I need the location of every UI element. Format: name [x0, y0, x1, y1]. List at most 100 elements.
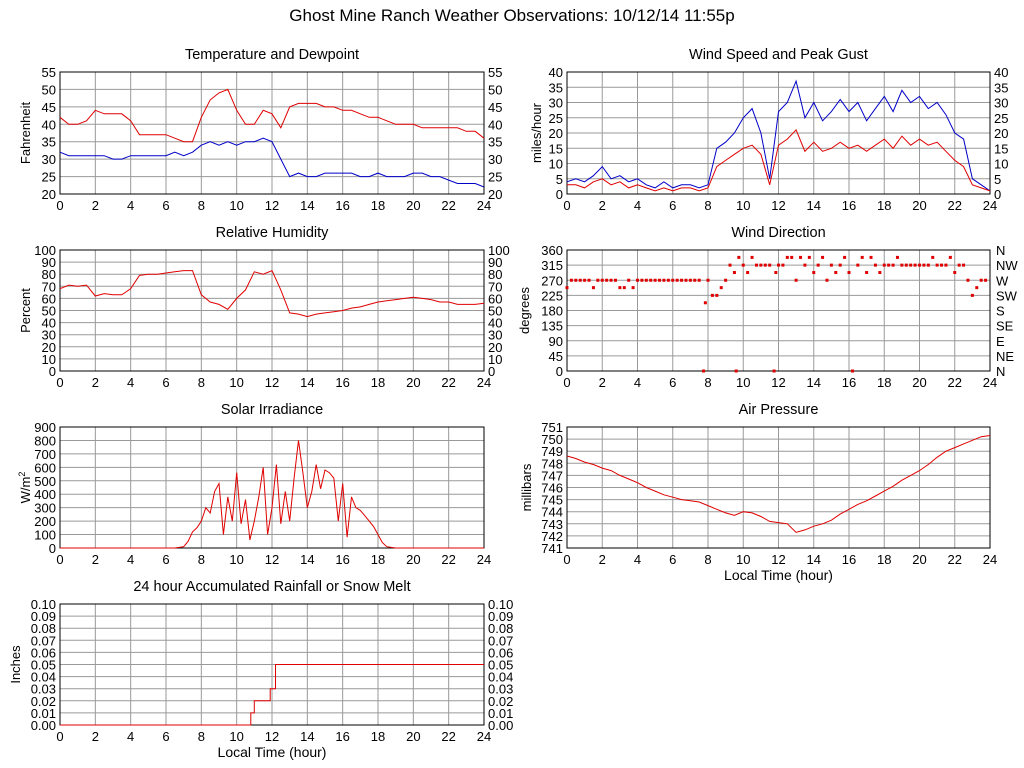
x-tick-label: 22: [948, 552, 962, 567]
right-y-tick-label: 40: [488, 117, 502, 132]
x-tick-label: 14: [300, 552, 314, 567]
x-tick-label: 14: [807, 552, 821, 567]
data-point: [869, 255, 873, 259]
y-tick-label: 0.02: [31, 694, 56, 709]
chart-winddir: 0 2 4 6 8 10 12 14 16 18 20 22 240459013518022527031…: [517, 225, 1018, 390]
x-tick-label: 0: [563, 552, 570, 567]
x-tick-label: 12: [265, 729, 279, 744]
x-tick-label: 18: [371, 552, 385, 567]
data-point: [684, 278, 688, 282]
data-point: [710, 293, 714, 297]
chart-wind: 0 2 4 6 8 10 12 14 16 18 20 22 240510152025303540051…: [529, 47, 1008, 213]
chart-solar: 0 2 4 6 8 10 12 14 16 18 20 22 240100200300400500600…: [17, 402, 491, 567]
data-point: [662, 278, 666, 282]
data-point: [812, 271, 816, 275]
x-tick-label: 16: [335, 552, 349, 567]
x-tick-label: 22: [948, 198, 962, 213]
y-tick-label: 746: [541, 481, 563, 496]
x-tick-label: 6: [669, 552, 676, 567]
data-point: [596, 278, 600, 282]
y-tick-label: 100: [34, 243, 56, 258]
right-y-tick-label: 40: [488, 316, 502, 331]
data-point: [688, 278, 692, 282]
y-tick-label: 744: [541, 505, 563, 520]
x-tick-label: 18: [877, 375, 891, 390]
data-point: [975, 286, 979, 290]
y-tick-label: 20: [42, 340, 56, 355]
x-tick-label: 4: [127, 729, 134, 744]
data-point: [913, 263, 917, 267]
right-y-tick-label: 45: [488, 100, 502, 115]
y-tick-label: 10: [549, 157, 563, 172]
y-tick-label: 360: [541, 243, 563, 258]
data-point: [803, 263, 807, 267]
y-tick-label: 0.05: [31, 658, 56, 673]
data-point: [591, 286, 595, 290]
x-tick-label: 18: [877, 552, 891, 567]
x-tick-label: 22: [441, 729, 455, 744]
x-tick-label: 12: [771, 375, 785, 390]
data-point: [605, 278, 609, 282]
data-point: [658, 278, 662, 282]
series-line-red: [60, 440, 484, 549]
x-tick-label: 24: [983, 552, 997, 567]
chart-title: Wind Direction: [731, 225, 825, 241]
y-tick-label: 0.00: [31, 718, 56, 733]
y-axis-label: degrees: [517, 287, 532, 334]
data-point: [768, 263, 772, 267]
data-point: [979, 278, 983, 282]
x-tick-label: 2: [92, 729, 99, 744]
y-tick-label: 741: [541, 541, 563, 556]
x-axis-label: Local Time (hour): [724, 567, 833, 583]
y-tick-label: 748: [541, 456, 563, 471]
data-point: [649, 278, 653, 282]
x-tick-label: 14: [807, 198, 821, 213]
data-point: [851, 369, 855, 373]
right-y-tick-label: 0.10: [488, 597, 513, 612]
chart-humidity: 0 2 4 6 8 10 12 14 16 18 20 22 240102030405060708090…: [18, 225, 510, 390]
y-tick-label: 45: [549, 349, 563, 364]
y-tick-label: 300: [34, 501, 56, 516]
x-axis-label: Local Time (hour): [218, 744, 327, 760]
right-y-tick-label: 0.06: [488, 645, 513, 660]
y-tick-label: 0.09: [31, 609, 56, 624]
data-point: [715, 293, 719, 297]
right-y-tick-label: 60: [488, 291, 502, 306]
compass-label: NE: [996, 349, 1014, 364]
x-tick-label: 24: [477, 198, 491, 213]
plot-frame: [566, 426, 991, 549]
data-point: [627, 278, 631, 282]
data-point: [719, 286, 723, 290]
x-tick-label: 12: [771, 198, 785, 213]
x-tick-label: 2: [599, 198, 606, 213]
right-y-tick-label: 25: [994, 111, 1008, 126]
series-line-red: [59, 269, 485, 318]
data-point: [984, 278, 988, 282]
x-tick-label: 10: [229, 729, 243, 744]
x-tick-label: 4: [634, 198, 641, 213]
right-y-tick-label: 0.09: [488, 609, 513, 624]
data-point: [904, 263, 908, 267]
compass-label: SW: [996, 288, 1018, 303]
data-point: [940, 263, 944, 267]
data-point: [966, 278, 970, 282]
data-point: [631, 286, 635, 290]
data-point: [693, 278, 697, 282]
x-tick-label: 12: [771, 552, 785, 567]
data-point: [574, 278, 578, 282]
series-line-blue: [566, 79, 991, 192]
chart-pressure: 0 2 4 6 8 10 12 14 16 18 20 22 247417427437447457467…: [519, 402, 997, 583]
data-point: [613, 278, 617, 282]
right-y-tick-label: 0.08: [488, 621, 513, 636]
right-y-tick-label: 50: [488, 82, 502, 97]
y-tick-label: 55: [42, 65, 56, 80]
y-tick-label: 70: [42, 279, 56, 294]
x-tick-label: 24: [477, 375, 491, 390]
chart-rain: 0 2 4 6 8 10 12 14 16 18 20 22 240.000.010.020.030.0…: [8, 579, 513, 760]
y-tick-label: 315: [541, 258, 563, 273]
chart-title: Solar Irradiance: [221, 402, 323, 418]
data-point: [774, 271, 778, 275]
y-tick-label: 0.07: [31, 633, 56, 648]
data-point: [777, 263, 780, 267]
